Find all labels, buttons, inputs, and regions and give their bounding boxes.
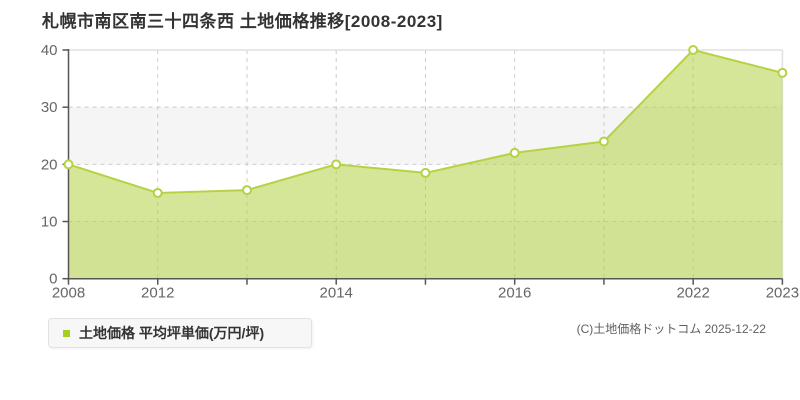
y-tick-label: 20: [41, 156, 58, 173]
y-tick-label: 10: [41, 214, 58, 231]
data-point-2022[interactable]: [688, 45, 699, 55]
data-point-2008[interactable]: [63, 159, 74, 170]
y-tick-label: 40: [41, 42, 58, 59]
data-point-2014[interactable]: [331, 159, 342, 170]
x-tick-label: 2016: [498, 285, 531, 302]
x-tick-label: 2022: [676, 285, 709, 302]
legend: 土地価格 平均坪単価(万円/坪): [48, 318, 312, 348]
legend-swatch-icon: [63, 329, 70, 337]
y-tick-label: 30: [41, 99, 58, 116]
data-point-2013[interactable]: [241, 185, 252, 196]
legend-label: 土地価格 平均坪単価(万円/坪): [79, 325, 265, 341]
chart-title: 札幌市南区南三十四条西 土地価格推移[2008-2023]: [42, 12, 443, 31]
data-point-2016[interactable]: [509, 147, 520, 158]
data-point-2012[interactable]: [152, 187, 163, 198]
x-tick-label: 2023: [766, 285, 799, 302]
data-point-2017[interactable]: [598, 136, 609, 147]
price-area-fill: [68, 50, 783, 279]
x-tick-label: 2014: [320, 285, 353, 302]
data-point-2023[interactable]: [777, 67, 788, 78]
x-tick-label: 2012: [141, 285, 174, 302]
x-tick-label: 2008: [52, 285, 85, 302]
y-tick-label: 0: [49, 271, 57, 288]
data-point-2015[interactable]: [420, 167, 431, 178]
copyright-text: (C)土地価格ドットコム 2025-12-22: [576, 322, 766, 336]
